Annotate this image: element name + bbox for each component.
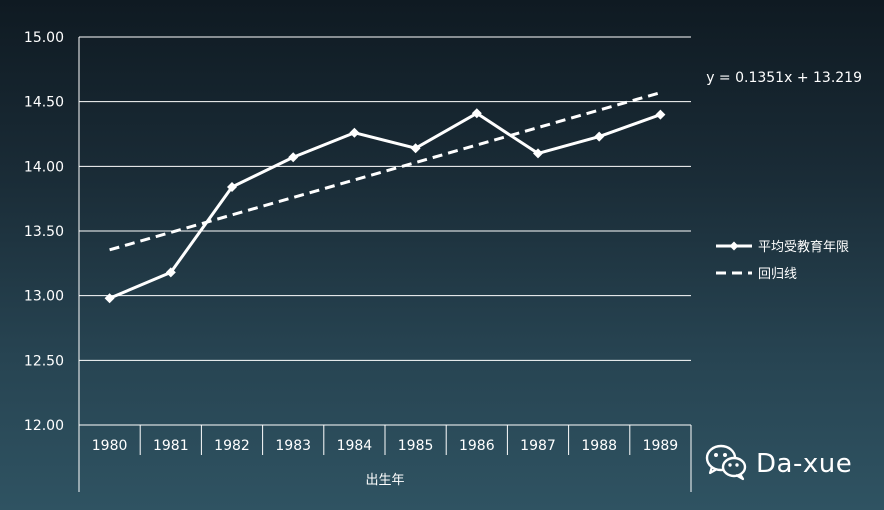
- y-tick-label: 12.50: [24, 353, 64, 369]
- data-point: [288, 152, 299, 163]
- y-tick-label: 12.00: [24, 418, 64, 434]
- watermark: Da-xue: [704, 444, 852, 484]
- legend-label: 平均受教育年限: [758, 239, 849, 255]
- data-point: [227, 182, 237, 193]
- x-tick-label: 1980: [92, 438, 128, 454]
- regression-line: [109, 91, 661, 252]
- data-point: [533, 148, 543, 159]
- y-tick-label: 13.00: [24, 289, 64, 305]
- series-line: [109, 111, 661, 300]
- x-axis-label: 出生年: [365, 473, 404, 488]
- legend-label: 回归线: [758, 267, 797, 282]
- x-axis-table: 1980 1981 1982 1983 1984 1985 1986 1987 1988 1989: [92, 425, 678, 455]
- data-point: [104, 293, 115, 304]
- x-tick-label: 1986: [459, 438, 495, 454]
- x-tick-label: 1981: [153, 438, 189, 454]
- x-tick-label: 1984: [337, 438, 373, 454]
- data-point: [410, 143, 421, 154]
- data-point: [594, 131, 605, 142]
- x-tick-label: 1987: [520, 438, 556, 454]
- y-tick-label: 13.50: [24, 224, 64, 240]
- wechat-icon: [704, 442, 748, 486]
- data-point: [165, 267, 176, 278]
- legend-marker: [729, 241, 739, 251]
- y-axis-tick-labels: 12.00 12.50 13.00 13.50 14.00 14.50 15.00: [24, 30, 64, 434]
- y-tick-label: 15.00: [24, 30, 64, 46]
- data-point: [655, 109, 666, 120]
- data-point: [471, 108, 482, 119]
- watermark-text: Da-xue: [756, 449, 853, 479]
- series-layer: [104, 91, 666, 304]
- gridlines: [78, 36, 692, 492]
- x-tick-label: 1983: [275, 438, 311, 454]
- data-point: [349, 127, 360, 138]
- y-tick-label: 14.50: [24, 95, 64, 111]
- regression-equation: y = 0.1351x + 13.219: [706, 70, 862, 86]
- x-tick-label: 1989: [643, 438, 679, 454]
- x-tick-label: 1982: [214, 438, 250, 454]
- y-tick-label: 14.00: [24, 159, 64, 175]
- x-tick-label: 1985: [398, 438, 434, 454]
- x-tick-label: 1988: [581, 438, 617, 454]
